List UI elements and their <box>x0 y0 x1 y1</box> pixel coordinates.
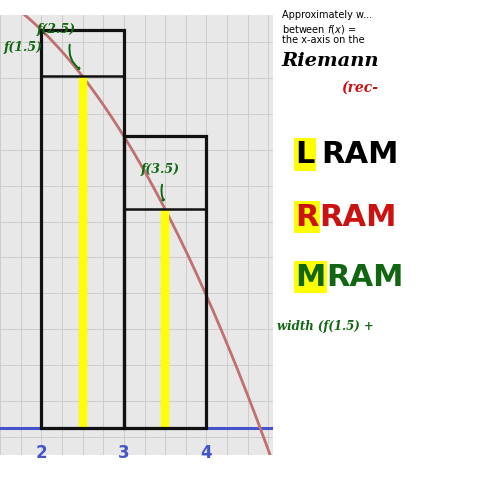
Text: f(2.5): f(2.5) <box>37 23 76 36</box>
Text: f(3.5): f(3.5) <box>140 163 179 176</box>
Text: the x-axis on the: the x-axis on the <box>282 35 364 45</box>
Text: 4: 4 <box>200 444 212 462</box>
Text: f(1.5): f(1.5) <box>4 41 43 54</box>
Text: Riemann: Riemann <box>282 52 379 70</box>
Text: RAM: RAM <box>322 140 399 169</box>
Bar <box>42 76 124 428</box>
Text: 3: 3 <box>118 444 130 462</box>
Text: 2: 2 <box>36 444 47 462</box>
Text: RAM: RAM <box>326 262 404 292</box>
Text: RAM: RAM <box>319 202 396 232</box>
Text: L: L <box>295 140 314 169</box>
Text: (rec-: (rec- <box>341 81 378 95</box>
Bar <box>124 136 206 428</box>
Text: between $f(x)$ =: between $f(x)$ = <box>282 22 356 36</box>
Bar <box>124 210 206 428</box>
Text: width (f(1.5) +: width (f(1.5) + <box>277 320 374 333</box>
Bar <box>42 30 124 428</box>
Text: Approximately w...: Approximately w... <box>282 10 372 20</box>
Text: R: R <box>295 202 319 232</box>
Text: M: M <box>295 262 326 292</box>
